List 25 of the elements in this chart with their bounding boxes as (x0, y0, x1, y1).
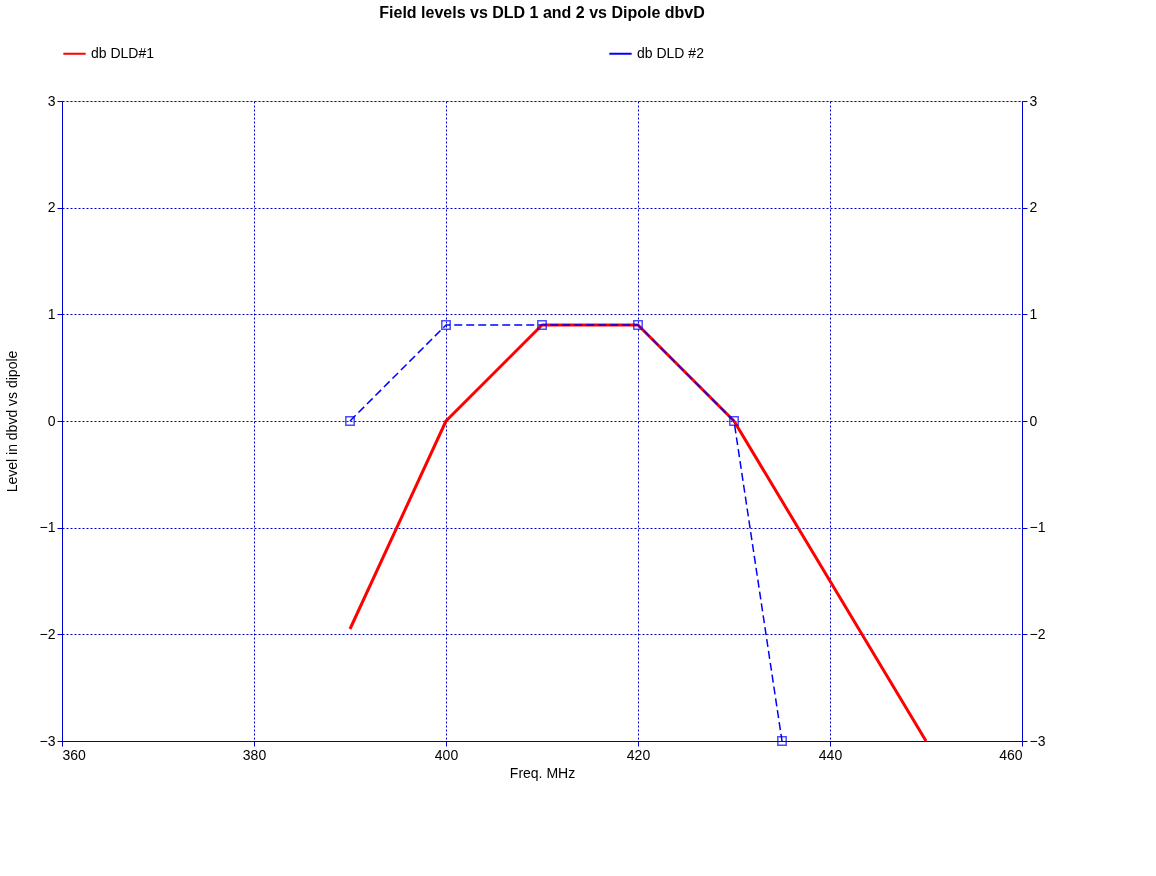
legend-label: db DLD#1 (91, 44, 155, 61)
y-tick-label: −3 (39, 732, 56, 749)
y2-tick-label: −1 (1029, 519, 1046, 536)
x-tick-label: 360 (62, 746, 87, 763)
y2-tick-label: 2 (1029, 199, 1038, 216)
y-tick-label: −2 (39, 625, 56, 642)
y-axis-title: Level in dbvd vs dipole (3, 350, 20, 493)
legend-label: db DLD #2 (637, 44, 705, 61)
x-tick-label: 400 (434, 746, 459, 763)
x-tick-label: 440 (818, 746, 843, 763)
y-tick-label: 2 (47, 199, 56, 216)
y-tick-label: 1 (47, 305, 56, 322)
chart-title: Field levels vs DLD 1 and 2 vs Dipole dbvD (379, 4, 705, 21)
y2-tick-label: −3 (1029, 732, 1046, 749)
x-axis-title: Freq. MHz (509, 764, 576, 781)
y-tick-label: 0 (47, 412, 56, 429)
y2-tick-label: 3 (1029, 92, 1038, 109)
y2-tick-label: 0 (1029, 412, 1038, 429)
y-tick-label: −1 (39, 519, 56, 536)
x-tick-label: 420 (626, 746, 651, 763)
y2-tick-label: −2 (1029, 625, 1046, 642)
y2-tick-label: 1 (1029, 305, 1038, 322)
x-tick-label: 380 (242, 746, 267, 763)
x-tick-label: 460 (999, 746, 1023, 763)
y-tick-label: 3 (47, 92, 56, 109)
